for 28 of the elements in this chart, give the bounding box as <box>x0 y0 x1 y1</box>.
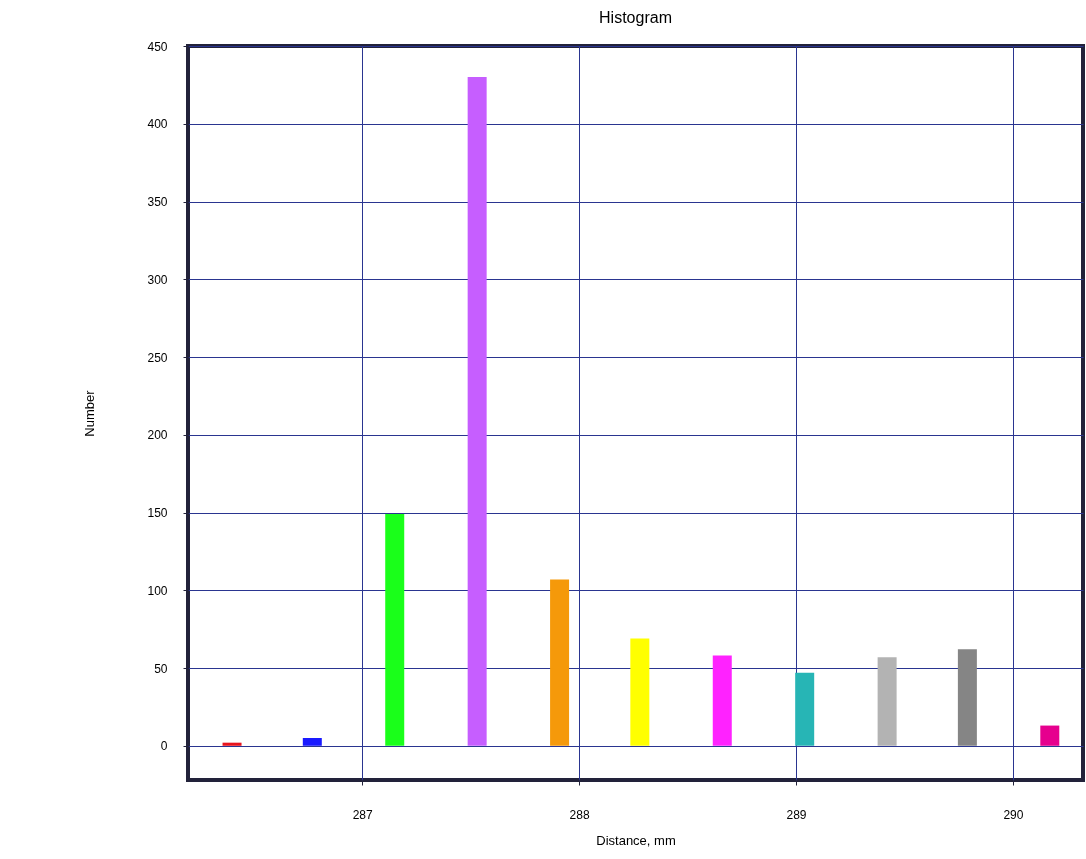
y-tick-label: 350 <box>147 195 168 210</box>
y-tick-label: 450 <box>147 39 168 54</box>
bar <box>550 579 570 746</box>
bar <box>712 655 732 746</box>
x-tick-label: 287 <box>352 807 374 822</box>
y-tick-label: 150 <box>147 506 168 521</box>
bar <box>877 657 897 746</box>
x-tick-label: 290 <box>1003 807 1024 822</box>
x-axis-title: Distance, mm <box>596 832 676 848</box>
y-tick-label: 100 <box>147 583 168 598</box>
bar <box>385 514 405 746</box>
x-tick-label: 288 <box>569 807 590 822</box>
y-tick-label: 200 <box>147 428 168 443</box>
bar <box>1040 725 1060 746</box>
bar <box>467 77 487 746</box>
bar <box>302 738 322 746</box>
y-tick-label: 300 <box>147 272 168 287</box>
bar <box>222 742 242 746</box>
bar <box>957 649 977 746</box>
y-tick-label: 400 <box>147 117 168 132</box>
bar <box>795 672 815 746</box>
y-tick-label: 250 <box>147 350 168 365</box>
y-axis-title: Number <box>82 389 98 437</box>
y-tick-label: 0 <box>160 739 168 754</box>
chart-title: Histogram <box>599 9 672 26</box>
bar <box>630 638 650 746</box>
y-tick-label: 50 <box>154 661 168 676</box>
x-tick-label: 289 <box>786 807 807 822</box>
